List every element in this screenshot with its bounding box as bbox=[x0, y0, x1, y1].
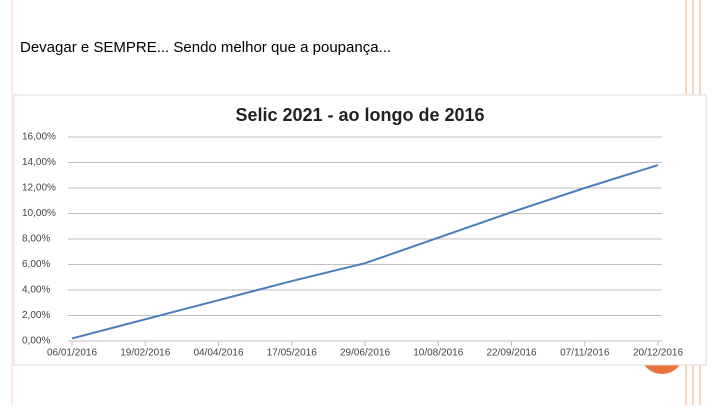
y-tick-label: 8,00% bbox=[22, 234, 50, 245]
x-tick-label: 07/11/2016 bbox=[560, 348, 610, 359]
chart-title: Selic 2021 - ao longo de 2016 bbox=[235, 105, 484, 125]
y-tick-label: 10,00% bbox=[22, 208, 56, 219]
x-tick-label: 06/01/2016 bbox=[47, 348, 97, 359]
series-line bbox=[71, 164, 659, 340]
x-tick-label: 04/04/2016 bbox=[193, 348, 243, 359]
x-tick-label: 29/06/2016 bbox=[340, 348, 390, 359]
x-tick-label: 10/08/2016 bbox=[413, 348, 463, 359]
y-tick-label: 16,00% bbox=[22, 132, 56, 143]
y-tick-label: 6,00% bbox=[22, 259, 50, 270]
chart-frame bbox=[13, 94, 707, 366]
x-tick-label: 17/05/2016 bbox=[267, 348, 317, 359]
y-tick-label: 4,00% bbox=[22, 285, 50, 296]
x-tick-label: 20/12/2016 bbox=[633, 348, 683, 359]
y-tick-label: 14,00% bbox=[22, 157, 56, 168]
x-tick-label: 19/02/2016 bbox=[120, 348, 170, 359]
slide-title: Devagar e SEMPRE... Sendo melhor que a p… bbox=[20, 39, 391, 56]
x-tick-label: 22/09/2016 bbox=[486, 348, 536, 359]
y-tick-label: 0,00% bbox=[22, 336, 50, 347]
y-tick-label: 12,00% bbox=[22, 183, 56, 194]
chart: Selic 2021 - ao longo de 2016 0,00% 2,00%… bbox=[13, 94, 707, 366]
y-tick-label: 2,00% bbox=[22, 310, 50, 321]
